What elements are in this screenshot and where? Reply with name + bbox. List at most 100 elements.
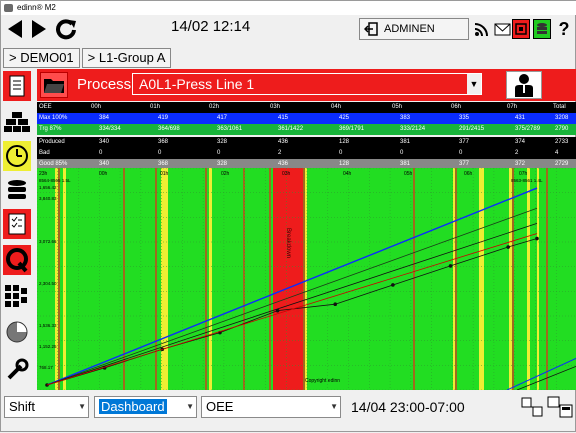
grid-icon <box>5 285 27 307</box>
database-icon[interactable] <box>533 19 551 39</box>
layout-icon[interactable] <box>547 395 573 419</box>
oee-total-cell: 3208 <box>555 115 569 121</box>
produced-point <box>391 283 395 287</box>
operator-button[interactable] <box>506 71 542 99</box>
oee-column-header: 00h <box>91 104 102 110</box>
oee-cell: 383 <box>400 115 411 121</box>
expand-icon[interactable] <box>521 395 543 419</box>
x-axis-label: 05h <box>404 171 413 177</box>
sidebar-item-maintenance[interactable] <box>3 355 31 385</box>
oee-cell: 333/2124 <box>400 126 426 132</box>
production-chart-svg: Breakdown 23h 00h 01h 02h 03h 04h 05h 06h 07h 8564… <box>36 167 576 391</box>
stop-stripe <box>58 168 60 390</box>
shift-range-text: 14/04 23:00-07:00 <box>351 399 465 415</box>
chevron-down-icon: ▼ <box>330 402 338 411</box>
stop-stripe <box>269 168 271 390</box>
oee-cell: 436 <box>278 139 289 145</box>
chevron-down-icon: ▼ <box>78 402 86 411</box>
oee-cell: 417 <box>217 115 228 121</box>
bricks-icon <box>4 112 30 132</box>
stop-stripe <box>303 168 305 390</box>
copyright-label: Copyright edinn <box>305 378 340 384</box>
view-combo[interactable]: Dashboard ▼ <box>94 396 197 418</box>
back-button[interactable] <box>5 17 25 41</box>
oee-cell: 363/1061 <box>217 126 243 132</box>
oee-row-label: Max 100% <box>39 115 68 121</box>
rss-icon[interactable] <box>473 19 491 39</box>
stop-stripe <box>155 168 157 390</box>
sidebar-item-stats[interactable] <box>3 317 31 347</box>
oee-column-header: 04h <box>331 104 342 110</box>
warning-stripe <box>209 168 212 390</box>
database-stack-icon <box>8 180 26 199</box>
oee-column-header: 06h <box>451 104 462 110</box>
process-label: Process <box>77 76 132 93</box>
series-line-target-low <box>46 223 538 386</box>
oee-total-cell: 2729 <box>555 161 569 167</box>
stop-stripe <box>546 168 548 390</box>
metric-combo[interactable]: OEE ▼ <box>201 396 341 418</box>
oee-row-label: Trg 87% <box>39 126 62 132</box>
oee-cell: 415 <box>278 115 289 121</box>
oee-cell: 2 <box>515 150 519 156</box>
title-bar: edinn® M2 <box>1 1 576 15</box>
sidebar-item-stock[interactable] <box>3 107 31 137</box>
oee-row-label: Produced <box>39 139 65 145</box>
sidebar-item-documents[interactable] <box>3 71 31 101</box>
oee-cell: 377 <box>459 139 470 145</box>
pie-chart-icon <box>6 321 28 343</box>
oee-cell: 375/2789 <box>515 126 541 132</box>
oee-cell: 328 <box>217 139 228 145</box>
metric-combo-value: OEE <box>206 399 234 414</box>
warning-stripe <box>537 168 539 390</box>
folder-button[interactable] <box>40 72 68 98</box>
mail-icon[interactable] <box>493 19 511 39</box>
refresh-button[interactable] <box>53 17 79 41</box>
production-chart: Breakdown 23h 00h 01h 02h 03h 04h 05h 06h 07h 8564… <box>36 167 576 391</box>
stop-stripe <box>512 168 514 390</box>
forward-button[interactable] <box>29 17 49 41</box>
x-axis-label: 07h <box>519 171 528 177</box>
warning-stripe <box>453 168 456 390</box>
range-combo[interactable]: Shift ▼ <box>4 396 89 418</box>
x-first-label-2: 1,656.42 <box>39 185 57 190</box>
oee-total-cell: 2733 <box>555 139 569 145</box>
oee-row: Max 100% 384 419 417 415 425 383 335 431 3208 <box>37 113 576 124</box>
user-button[interactable]: ADMINEN <box>359 18 469 40</box>
sidebar-item-shift[interactable] <box>3 141 31 171</box>
oee-cell: 328 <box>217 161 228 167</box>
alarm-icon[interactable] <box>512 19 530 39</box>
sidebar-item-checklist[interactable] <box>3 209 31 239</box>
sidebar-item-quality[interactable] <box>3 245 31 275</box>
oee-row: Trg 87% 334/334 364/698 363/1061 361/1422 369… <box>37 124 576 135</box>
warning-stripe <box>527 168 530 390</box>
oee-cell: 340 <box>99 139 110 145</box>
oee-table: OEE 00h 01h 02h 03h 04h 05h 06h 07h Total Max 100%… <box>37 102 576 170</box>
window-title: edinn® M2 <box>17 3 56 12</box>
sidebar-item-grid[interactable] <box>3 281 31 311</box>
help-icon[interactable]: ? <box>558 18 570 39</box>
oee-total-cell: 2790 <box>555 126 569 132</box>
series-line-good <box>46 233 538 386</box>
oee-cell: 381 <box>400 161 411 167</box>
oee-cell: 384 <box>99 115 110 121</box>
breadcrumb-demo01[interactable]: > DEMO01 <box>3 48 80 68</box>
warning-stripe <box>63 168 66 390</box>
breadcrumb-group[interactable]: > L1-Group A <box>81 48 172 68</box>
current-datetime: 14/02 12:14 <box>171 18 251 35</box>
oee-cell: 0 <box>99 150 103 156</box>
series-line-max <box>46 187 538 386</box>
x-axis-label: 04h <box>343 171 352 177</box>
sidebar-item-data[interactable] <box>3 175 31 205</box>
oee-cell: 0 <box>459 150 463 156</box>
oee-column-header: 01h <box>150 104 161 110</box>
oee-column-header: 07h <box>507 104 518 110</box>
oee-cell: 0 <box>217 150 221 156</box>
range-combo-value: Shift <box>9 399 36 414</box>
process-select[interactable]: A0L1-Press Line 1 ▼ <box>132 73 482 95</box>
oee-cell: 0 <box>158 150 162 156</box>
oee-cell: 372 <box>515 161 526 167</box>
view-combo-value: Dashboard <box>99 399 167 414</box>
next-shift-line <box>516 365 576 391</box>
